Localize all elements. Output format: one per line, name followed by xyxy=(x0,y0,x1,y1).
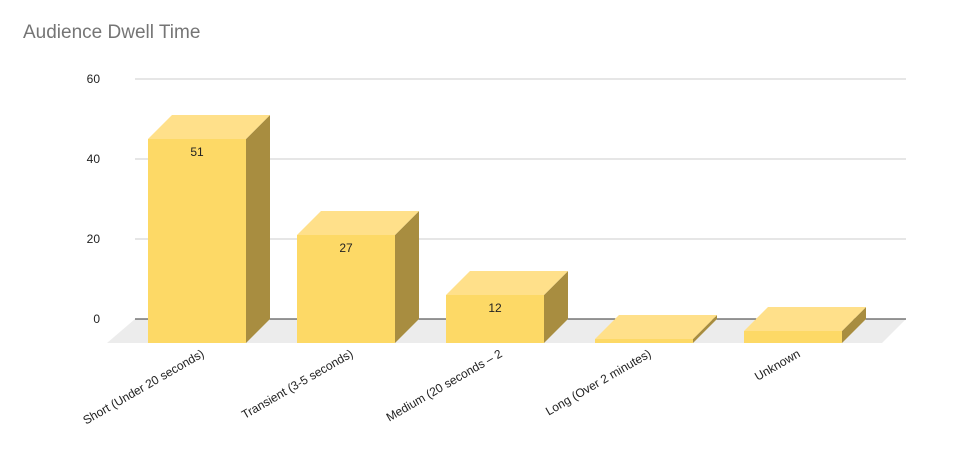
bar-front-face xyxy=(744,331,842,343)
data-label: 27 xyxy=(339,241,353,255)
bar xyxy=(446,271,568,343)
x-category-label: Unknown xyxy=(752,346,802,383)
bar-top-face xyxy=(595,315,717,339)
bar xyxy=(297,211,419,343)
y-tick-label: 20 xyxy=(87,232,101,246)
y-tick-label: 0 xyxy=(93,312,100,326)
bar xyxy=(148,115,270,343)
bar-side-face xyxy=(693,315,717,343)
bar-top-face xyxy=(446,271,568,295)
chart-title: Audience Dwell Time xyxy=(23,22,201,43)
y-tick-label: 60 xyxy=(87,72,101,86)
bar-side-face xyxy=(395,211,419,343)
bar-front-face xyxy=(148,139,246,343)
bar-side-face xyxy=(842,307,866,343)
data-label: 12 xyxy=(488,301,502,315)
bar-front-face xyxy=(446,295,544,343)
bar-side-face xyxy=(246,115,270,343)
y-tick-label: 40 xyxy=(87,152,101,166)
x-category-label: Short (Under 20 seconds) xyxy=(81,346,207,427)
bar-front-face xyxy=(595,339,693,343)
bar xyxy=(744,307,866,343)
bar-top-face xyxy=(297,211,419,235)
bar-top-face xyxy=(148,115,270,139)
data-label: 51 xyxy=(190,145,204,159)
x-category-label: Transient (3-5 seconds) xyxy=(239,346,355,421)
bar-front-face xyxy=(297,235,395,343)
bar-top-face xyxy=(744,307,866,331)
bar xyxy=(595,315,717,343)
x-category-label: Medium (20 seconds – 2 xyxy=(384,346,505,424)
x-category-label: Long (Over 2 minutes) xyxy=(543,346,653,418)
